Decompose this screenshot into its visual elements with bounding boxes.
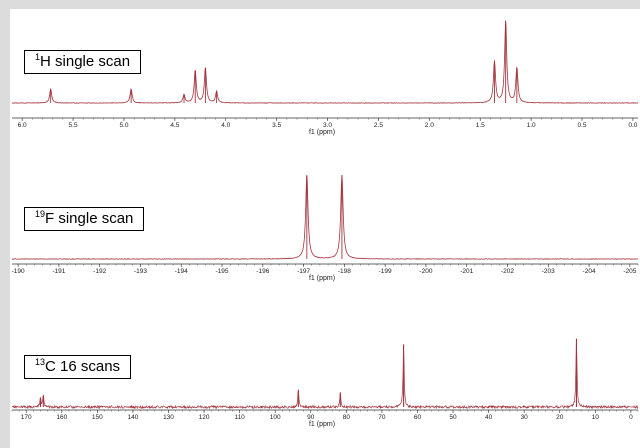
x-tick-label: 160	[56, 414, 67, 421]
x-tick-label: -192	[93, 268, 106, 275]
spectrum-trace	[11, 20, 639, 104]
x-tick-label: 130	[163, 414, 174, 421]
x-tick-label: -201	[460, 268, 473, 275]
x-tick-label: 0.5	[577, 122, 586, 129]
x-tick-label: 40	[485, 414, 493, 421]
x-tick-label: 60	[414, 414, 422, 421]
x-tick-label: -199	[379, 268, 392, 275]
x-axis-title: f1 (ppm)	[309, 275, 335, 282]
x-tick-label: -205	[623, 268, 636, 275]
x-tick-label: 4.0	[221, 122, 230, 129]
x-tick-label: 170	[21, 414, 32, 421]
x-axis-title: f1 (ppm)	[309, 129, 335, 136]
x-tick-label: -204	[583, 268, 596, 275]
x-tick-label: -198	[338, 268, 351, 275]
x-tick-label: 110	[234, 414, 245, 421]
x-tick-label: 70	[378, 414, 386, 421]
x-tick-label: -202	[501, 268, 514, 275]
spectrum-label-1h: 1H single scan	[24, 50, 142, 74]
x-tick-label: 5.0	[119, 122, 128, 129]
x-tick-label: 10	[592, 414, 600, 421]
x-tick-label: 2.5	[374, 122, 383, 129]
x-tick-label: -193	[134, 268, 147, 275]
x-tick-label: 90	[307, 414, 315, 421]
x-tick-label: 5.5	[69, 122, 78, 129]
x-tick-label: 100	[270, 414, 281, 421]
x-tick-label: -196	[256, 268, 269, 275]
spectrum-panel-1: -190 -191 -192 -193 -194 -195 -196 -197 -198 -199…	[11, 175, 639, 282]
x-tick-label: 2.0	[425, 122, 434, 129]
spectrum-trace	[11, 175, 639, 260]
x-tick-label: 1.5	[476, 122, 485, 129]
x-tick-label: -197	[297, 268, 310, 275]
x-tick-label: 140	[128, 414, 139, 421]
x-axis-title: f1 (ppm)	[309, 421, 335, 428]
x-tick-label: 0	[629, 414, 633, 421]
x-tick-label: 80	[343, 414, 351, 421]
x-tick-label: 20	[556, 414, 564, 421]
x-tick-label: -195	[216, 268, 229, 275]
spectrum-label-19f: 19F single scan	[24, 207, 145, 231]
x-tick-label: 1.0	[527, 122, 536, 129]
x-tick-label: 3.0	[323, 122, 332, 129]
x-tick-label: 4.5	[170, 122, 179, 129]
spectrum-panel-2: 170 160 150 140 130 120 110 100 90 80 70 60 50 40 30 20…	[11, 338, 639, 428]
spectrum-panel-0: 6.0 5.5 5.0 4.5 4.0 3.5 3.0 2.5 2.0 1.5 1.0 0.5 0.0 f…	[11, 20, 639, 136]
x-tick-label: 30	[521, 414, 529, 421]
x-tick-label: -194	[175, 268, 188, 275]
x-tick-label: -203	[542, 268, 555, 275]
x-tick-label: -191	[52, 268, 65, 275]
x-tick-label: 150	[92, 414, 103, 421]
x-tick-label: -190	[12, 268, 25, 275]
x-tick-label: -200	[419, 268, 432, 275]
x-tick-label: 120	[199, 414, 210, 421]
x-tick-label: 3.5	[272, 122, 281, 129]
x-tick-label: 0.0	[628, 122, 637, 129]
x-tick-label: 6.0	[18, 122, 27, 129]
spectrum-trace	[11, 340, 639, 410]
x-tick-label: 50	[449, 414, 457, 421]
spectrum-label-13c: 13C 16 scans	[24, 355, 132, 379]
